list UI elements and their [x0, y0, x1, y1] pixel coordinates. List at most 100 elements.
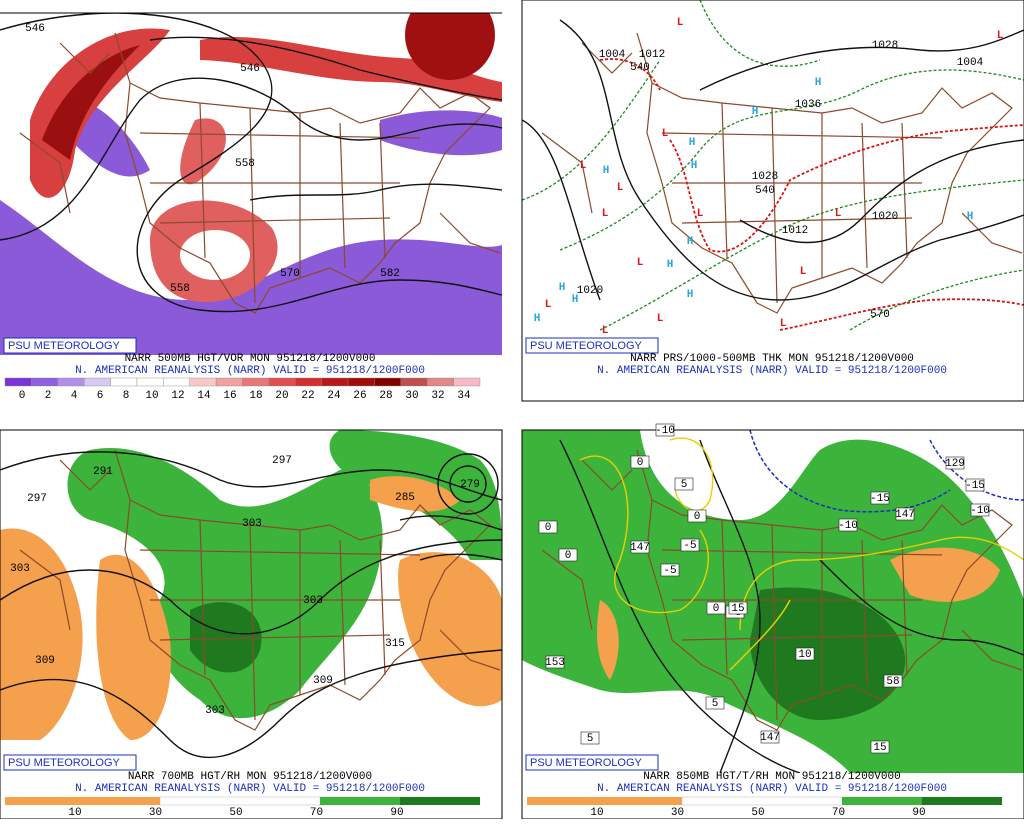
- colorbar-cell: [57, 377, 85, 387]
- contour-label: -5: [663, 565, 676, 577]
- map-subtitle: N. AMERICAN REANALYSIS (NARR) VALID = 95…: [75, 783, 425, 795]
- label-box: [838, 518, 858, 532]
- vorticity-pos: [42, 45, 140, 160]
- contour-label: 5: [587, 733, 594, 745]
- rh-dry: [96, 554, 171, 740]
- colorbar-label: 30: [405, 390, 418, 402]
- map-title: NARR 700MB HGT/RH MON 951218/1200V000: [128, 771, 372, 783]
- contour-label: 5: [712, 698, 719, 710]
- contour-label: 1028: [872, 40, 898, 52]
- contour-label: 540: [630, 62, 650, 74]
- map-700mb: [0, 430, 502, 759]
- label-box: [545, 655, 565, 669]
- low-marker: L: [780, 318, 787, 330]
- colorbar-label: 2: [45, 390, 52, 402]
- rh-moist: [67, 448, 383, 719]
- label-box: [674, 477, 694, 491]
- colorbar-label: 4: [71, 390, 78, 402]
- label-box: [870, 740, 890, 754]
- colorbar-label: 90: [390, 807, 403, 819]
- high-marker: H: [603, 165, 610, 177]
- contour-label: 297: [27, 493, 47, 505]
- contour-label: 0: [565, 550, 572, 562]
- colorbar-label: 6: [97, 390, 104, 402]
- map-subtitle: N. AMERICAN REANALYSIS (NARR) VALID = 95…: [75, 365, 425, 377]
- colorbar-cell: [295, 377, 322, 387]
- contour-label: 570: [280, 268, 300, 280]
- label-box: [760, 730, 780, 744]
- map-title: NARR 500MB HGT/VOR MON 951218/1200V000: [125, 353, 376, 365]
- colorbar-label: 20: [275, 390, 288, 402]
- contour-label: -5: [683, 540, 696, 552]
- low-marker: L: [617, 182, 624, 194]
- low-marker: L: [580, 160, 587, 172]
- map-sfc: [522, 0, 1024, 331]
- colorbar-cell: [374, 377, 402, 387]
- colorbar-cell: [242, 377, 270, 387]
- colorbar-cell: [4, 377, 32, 387]
- contour-label: 1004: [599, 49, 626, 61]
- colorbar-cell: [110, 377, 138, 387]
- colorbar-label: 30: [671, 807, 684, 819]
- contour-label: 315: [385, 638, 405, 650]
- colorbar-label: 26: [353, 390, 366, 402]
- rh-moist: [750, 587, 906, 720]
- colorbar-cell: [453, 377, 481, 387]
- low-marker: L: [657, 313, 664, 325]
- colorbar-dry: [527, 797, 682, 805]
- colorbar-cell: [321, 377, 349, 387]
- contour-label: 1036: [795, 99, 821, 111]
- low-marker: L: [545, 299, 552, 311]
- colorbar-cell: [83, 377, 111, 387]
- contour-label: 15: [731, 603, 744, 615]
- height-contour: [0, 77, 502, 241]
- contour-label: 1028: [752, 171, 778, 183]
- colorbar-cell: [189, 377, 217, 387]
- colorbar-label: 50: [229, 807, 242, 819]
- contour-label: 1020: [577, 285, 603, 297]
- contour-label: 0: [694, 511, 701, 523]
- contour-label: 0: [545, 522, 552, 534]
- low-marker: L: [677, 17, 684, 29]
- label-box: [558, 548, 578, 562]
- vorticity-gap: [180, 230, 250, 280]
- colorbar-label: 70: [832, 807, 845, 819]
- colorbar-wet: [400, 797, 480, 805]
- contour-label: -10: [655, 425, 675, 437]
- contour-label: 147: [630, 542, 650, 554]
- contour-label: 546: [240, 63, 260, 75]
- colorbar-label: 28: [379, 390, 392, 402]
- height-contour: [0, 13, 502, 313]
- contour-label: 1012: [639, 49, 665, 61]
- contour-label: 540: [755, 185, 775, 197]
- low-marker: L: [602, 208, 609, 220]
- colorbar-label: 8: [123, 390, 130, 402]
- contour-label: 303: [205, 705, 225, 717]
- colorbar-label: 16: [223, 390, 236, 402]
- branding-box: [525, 337, 659, 354]
- high-marker: H: [559, 282, 566, 294]
- label-box: [660, 563, 680, 577]
- contour-label: 0: [713, 603, 720, 615]
- high-marker: H: [687, 236, 694, 248]
- contour-label: 309: [35, 655, 55, 667]
- height-contour: [149, 36, 502, 101]
- label-box: [706, 601, 726, 615]
- high-marker: H: [572, 294, 579, 306]
- contour-label: 309: [313, 675, 333, 687]
- contour-label: 546: [25, 23, 45, 35]
- colorbar-cell: [400, 377, 428, 387]
- label-box: [870, 491, 890, 505]
- low-marker: L: [835, 208, 842, 220]
- label-box: [655, 423, 675, 437]
- low-marker: L: [637, 257, 644, 269]
- contour-label: 129: [945, 458, 965, 470]
- colorbar-moist: [842, 797, 922, 805]
- colorbar-cell: [163, 377, 190, 387]
- contour-label: 291: [93, 466, 113, 478]
- height-contour: [249, 183, 502, 201]
- label-box: [795, 647, 815, 661]
- high-marker: H: [752, 106, 759, 118]
- map-title: NARR 850MB HGT/T/RH MON 951218/1200V000: [643, 771, 900, 783]
